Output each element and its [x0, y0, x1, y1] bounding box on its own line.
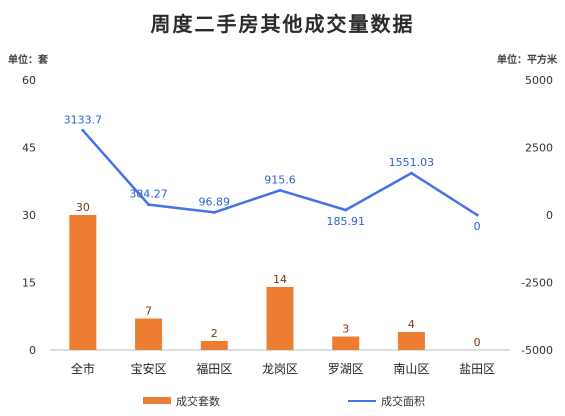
bar-label: 2	[211, 327, 218, 340]
line-point-4	[344, 208, 348, 212]
bar-1	[135, 318, 163, 350]
legend-label-bar: 成交套数	[176, 394, 220, 408]
bar-4	[332, 336, 360, 350]
right-tick-label: -2500	[521, 277, 553, 290]
left-tick-label: 45	[22, 142, 36, 155]
line-point-2	[212, 210, 216, 214]
bar-label: 4	[408, 318, 415, 331]
right-tick-label: 2500	[525, 142, 553, 155]
right-tick-label: 5000	[525, 74, 553, 87]
category-label: 宝安区	[131, 361, 167, 376]
left-tick-label: 30	[22, 209, 36, 222]
line-point-6	[475, 213, 479, 217]
category-label: 龙岗区	[262, 362, 298, 376]
category-label: 福田区	[196, 361, 232, 376]
right-tick-label: 0	[546, 209, 553, 222]
line-point-0	[81, 128, 85, 132]
left-tick-label: 60	[22, 74, 36, 87]
left-tick-label: 15	[22, 277, 36, 290]
right-axis-unit: 单位：平方米	[497, 53, 558, 66]
line-label: 1551.03	[389, 156, 435, 169]
line-label: 96.89	[199, 195, 231, 208]
line-label: 0	[474, 220, 481, 233]
line-label: 915.6	[264, 173, 296, 186]
line-point-5	[409, 171, 413, 175]
category-label: 南山区	[393, 361, 429, 376]
bar-label: 3	[342, 323, 349, 336]
left-axis-unit: 单位：套	[8, 53, 49, 66]
category-label: 全市	[71, 361, 95, 376]
bar-5	[397, 332, 425, 350]
bar-2	[200, 341, 228, 350]
bar-label: 7	[145, 305, 152, 318]
bar-3	[266, 287, 294, 350]
bar-label: 30	[76, 201, 90, 214]
line-point-1	[147, 203, 151, 207]
right-tick-label: -5000	[521, 344, 553, 357]
bar-label: 14	[273, 273, 287, 286]
category-label: 罗湖区	[328, 361, 364, 376]
chart-title: 周度二手房其他成交量数据	[150, 12, 415, 36]
bar-0	[69, 215, 97, 350]
line-point-3	[278, 188, 282, 192]
legend-swatch-bar	[143, 397, 171, 404]
line-label: 185.91	[326, 215, 365, 228]
line-label: 3133.7	[64, 113, 103, 126]
bar-label: 0	[474, 336, 481, 349]
left-tick-label: 0	[29, 344, 36, 357]
line-label: 384.27	[129, 188, 168, 201]
legend-label-line: 成交面积	[381, 394, 425, 408]
category-label: 盐田区	[459, 362, 495, 376]
